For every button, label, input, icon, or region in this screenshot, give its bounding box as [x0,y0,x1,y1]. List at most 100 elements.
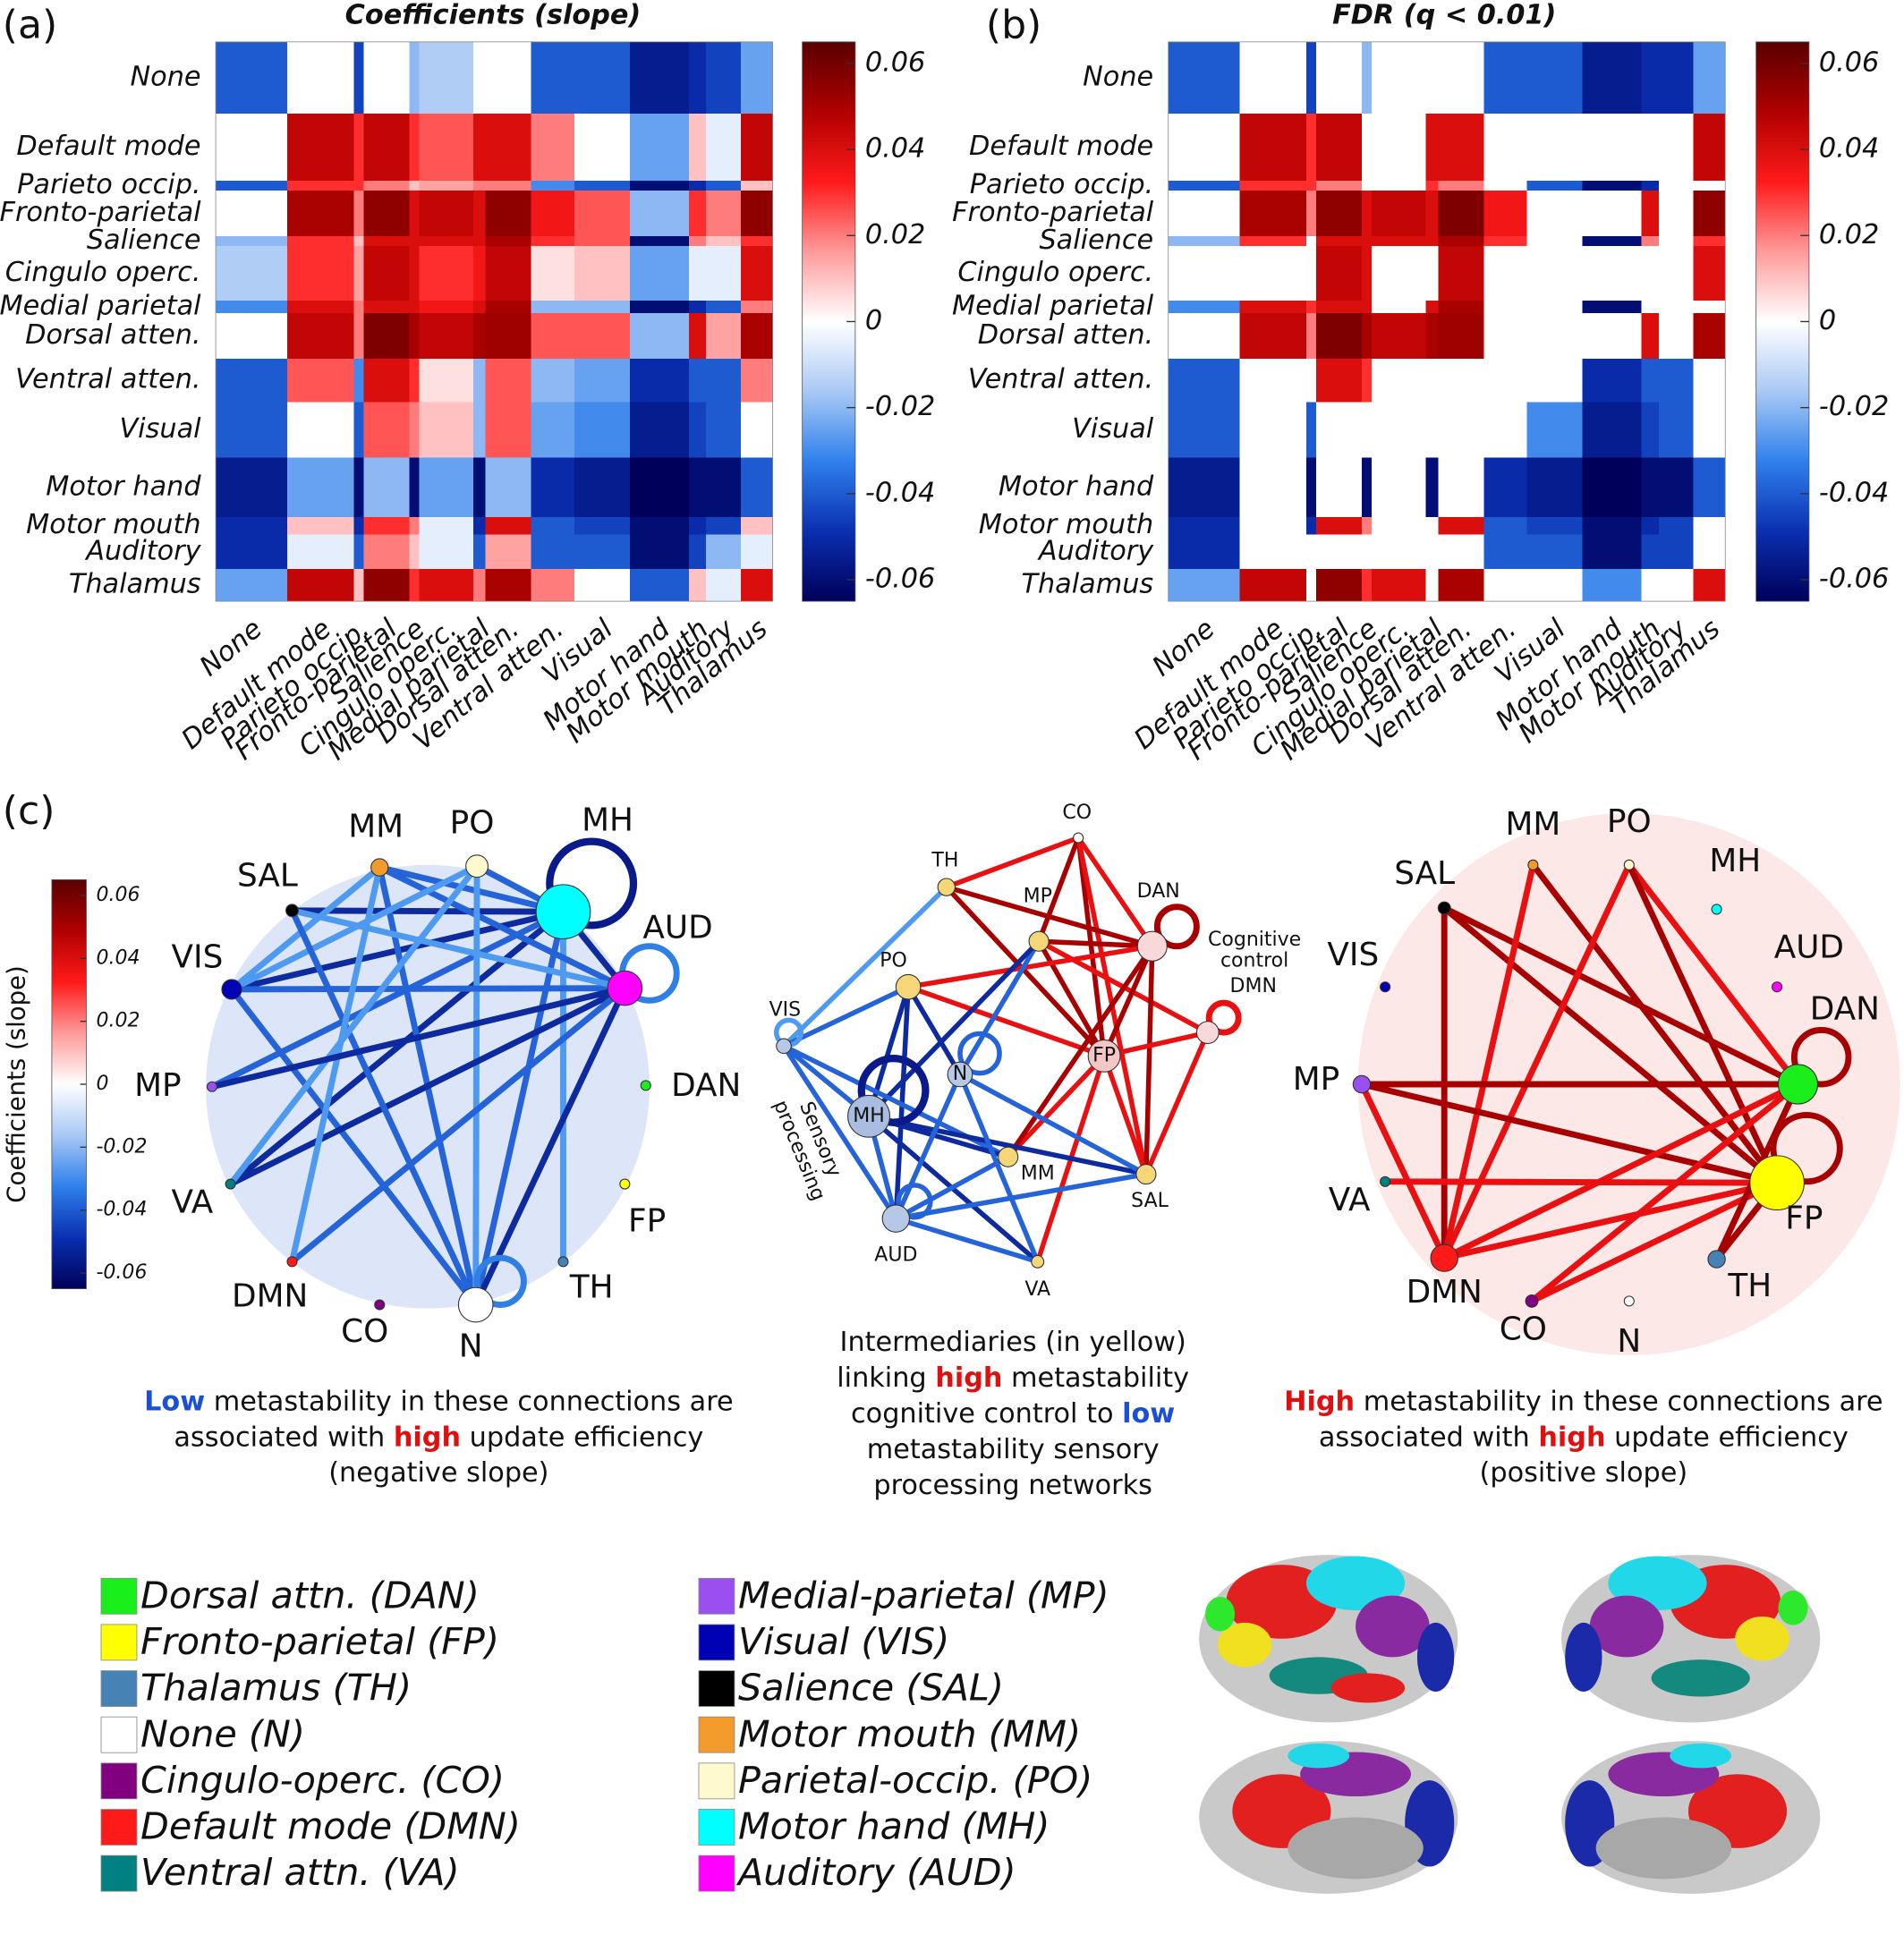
heatmap-cell [1582,114,1642,182]
network-edge [1075,835,1155,949]
heatmap-cell [1315,246,1363,301]
heatmap-cell [1371,457,1426,518]
network-node [370,858,389,877]
colorbar-tick-label: 0.04 [1819,133,1879,165]
heatmap-cell [1361,246,1373,301]
heatmap-cell [419,312,474,360]
heatmap-cell [419,236,474,247]
y-tick-label: None [1083,61,1153,92]
y-tick-label: Ventral atten. [968,364,1153,395]
caption-line: cognitive control to low [851,1398,1175,1430]
y-tick-label: Thalamus [1021,569,1153,600]
heatmap-cell [286,300,354,314]
network-edge [1358,1081,1781,1186]
node-label: MM [1505,806,1560,843]
heatmap-cell [1526,236,1583,247]
caption-line: Low metastability in these connections a… [144,1386,734,1417]
heatmap-cell [1239,41,1307,115]
legend-swatch [100,1716,138,1753]
legend-label: Cingulo-operc. (CO) [140,1759,505,1802]
node-label: MP [134,1067,181,1104]
heatmap-cell [1425,236,1439,247]
y-tick-label: Medial parietal [952,290,1154,321]
self-loop [1153,904,1200,950]
network-edge [1101,1030,1211,1059]
network-node [286,1256,298,1268]
caption-part: processing networks [873,1469,1152,1500]
node-label: MH [1709,843,1761,879]
self-loop [1770,1111,1843,1185]
heatmap-cell [409,180,420,191]
network-edge [472,862,480,1308]
network-edge [1005,943,1155,1160]
network-edge [208,985,628,1091]
network-edge [376,864,566,915]
heatmap-cell [740,358,774,403]
heatmap-cell [706,517,742,535]
y-tick-label: Motor mouth [26,509,200,540]
node-label: MM [348,809,404,845]
heatmap-cell [1425,457,1439,518]
heatmap-cell [419,246,474,301]
heatmap-cell [419,457,474,518]
heatmap-cell [629,236,690,247]
colorbar [1755,41,1810,602]
legend-label: Thalamus (TH) [140,1667,412,1710]
heatmap-cell [531,180,575,191]
legend-label: Motor mouth (MM) [738,1712,1081,1755]
heatmap-cell [706,236,742,247]
heatmap-cell [1168,41,1241,115]
node-label: DMN [232,1277,308,1314]
legend-label: Fronto-parietal (FP) [140,1620,499,1663]
caption-part: cognitive control to [851,1398,1122,1430]
heatmap-cell [1305,300,1317,314]
caption-part: high [394,1422,461,1453]
heatmap-cell [1425,180,1439,191]
heatmap-cell [1641,569,1660,602]
colorbar-tick-label: -0.04 [96,1199,147,1221]
heatmap-cell [629,457,690,518]
node-label: MH [582,802,633,839]
heatmap-cell [1693,246,1726,301]
heatmap-cell [485,312,532,360]
heatmap-cell [409,517,420,535]
heatmap-cell [1239,517,1307,535]
heatmap-cell [1693,190,1726,237]
heatmap-cell [472,180,487,191]
heatmap-cell [363,358,410,403]
network-node [1031,1254,1045,1269]
heatmap-cell [688,457,707,518]
heatmap-cell [1483,312,1527,360]
heatmap-cell [1693,358,1726,403]
heatmap-cell [1315,358,1363,403]
network-edge [1528,1081,1801,1304]
heatmap-cell [1582,246,1642,301]
network-node [640,1080,651,1091]
network-edge [781,1043,899,1221]
heatmap-cell [1483,41,1527,115]
legend-label: Ventral attn. (VA) [140,1851,460,1894]
heatmap-cell [1425,358,1439,403]
heatmap-cell [409,190,420,237]
caption-line: associated with high update efficiency [1319,1422,1849,1453]
node-label: VIS [769,998,802,1021]
heatmap-cell [1168,517,1241,535]
node-label: TH [1727,1268,1772,1304]
colorbar-tick-label: 0.06 [865,47,925,78]
heatmap-cell [740,517,774,535]
legend-swatch [698,1577,735,1615]
heatmap-cell [1305,358,1317,403]
heatmap-cell [740,246,774,301]
heatmap-frame [215,41,774,602]
y-tick-label: Dorsal atten. [978,319,1153,351]
network-edge [1143,943,1155,1177]
caption-line: (negative slope) [328,1457,548,1489]
heatmap-cell [1526,312,1583,360]
node-label: MP [1293,1061,1339,1098]
network-edge [1143,1030,1211,1177]
network-edge [289,907,566,915]
node-label: CO [1062,802,1092,824]
heatmap-cell [1315,180,1363,191]
